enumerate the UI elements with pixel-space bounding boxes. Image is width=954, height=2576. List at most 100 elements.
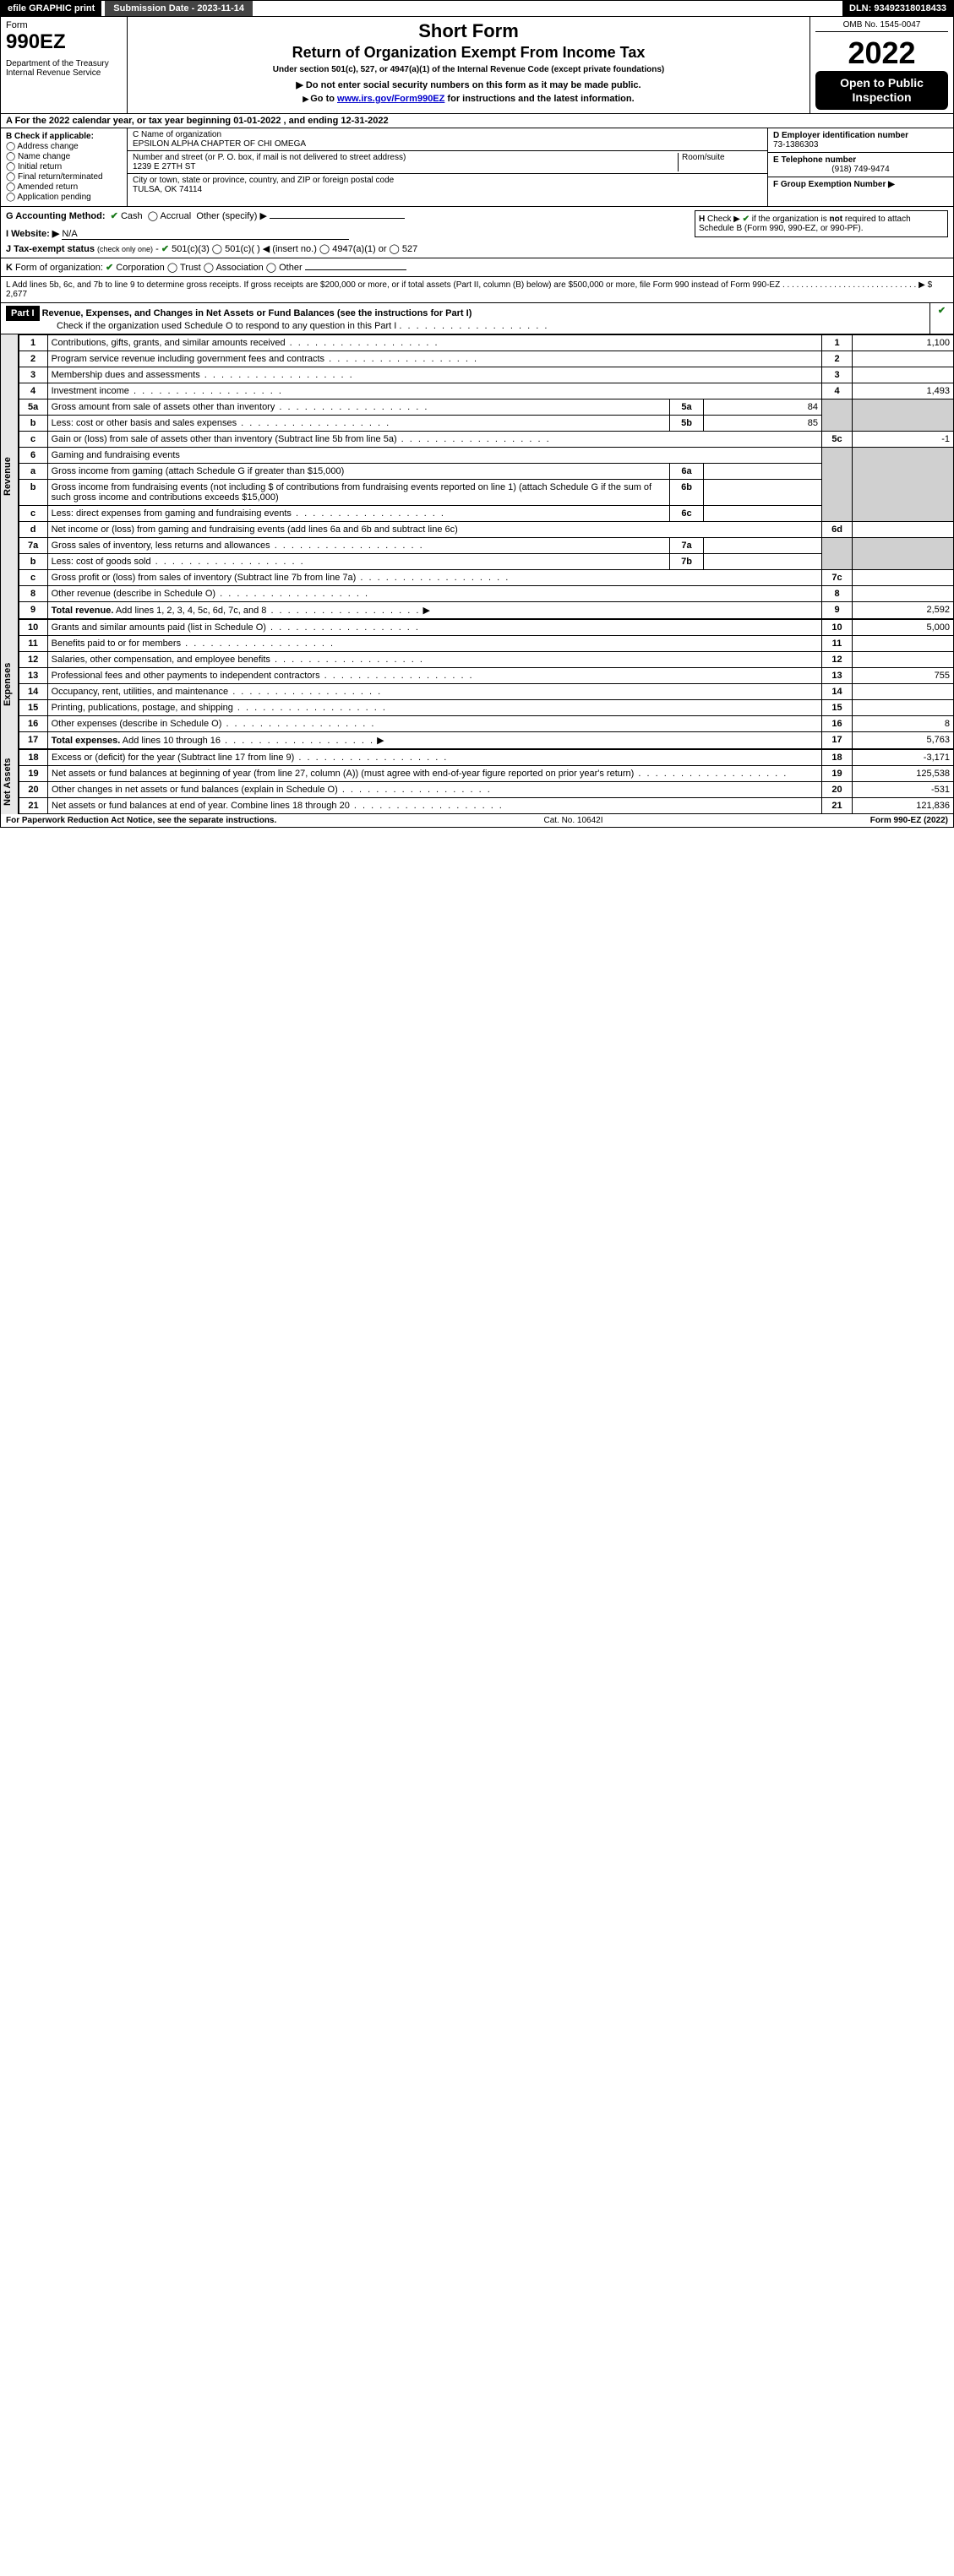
line-7c-amt <box>853 569 954 585</box>
line-5b-text: Less: cost or other basis and sales expe… <box>47 415 669 431</box>
line-12-text: Salaries, other compensation, and employ… <box>47 651 821 667</box>
form-word: Form <box>6 20 122 30</box>
submission-date: Submission Date - 2023-11-14 <box>105 1 253 16</box>
expenses-vlabel: Expenses <box>0 619 19 749</box>
ein-value: 73-1386303 <box>773 140 818 149</box>
i-label: I Website: ▶ <box>6 229 59 239</box>
line-6b-text: Gross income from fundraising events (no… <box>47 479 669 505</box>
revenue-block: Revenue 1Contributions, gifts, grants, a… <box>0 334 954 619</box>
footer-catno: Cat. No. 10642I <box>276 816 870 825</box>
h-checkbox[interactable] <box>743 215 750 224</box>
line-6d-text: Net income or (loss) from gaming and fun… <box>47 521 821 537</box>
form-number: 990EZ <box>6 30 122 54</box>
line-9-amt: 2,592 <box>853 601 954 618</box>
net-assets-block: Net Assets 18Excess or (deficit) for the… <box>0 749 954 814</box>
d-label: D Employer identification number <box>773 131 908 140</box>
line-3-amt <box>853 367 954 383</box>
chk-name-change[interactable]: ◯ Name change <box>6 152 122 161</box>
line-7b-boxval <box>704 553 822 569</box>
chk-address-change[interactable]: ◯ Address change <box>6 142 122 151</box>
section-j: J Tax-exempt status (check only one) - 5… <box>6 243 948 254</box>
section-k: K Form of organization: Corporation ◯ Tr… <box>0 258 954 277</box>
line-5c-amt: -1 <box>853 431 954 447</box>
section-b: B Check if applicable: ◯ Address change … <box>1 128 128 206</box>
line-21-amt: 121,836 <box>853 797 954 813</box>
f-label: F Group Exemption Number ▶ <box>773 180 895 189</box>
chk-application-pending[interactable]: ◯ Application pending <box>6 193 122 202</box>
line-19-amt: 125,538 <box>853 765 954 781</box>
line-14-text: Occupancy, rent, utilities, and maintena… <box>47 683 821 699</box>
line-7c-text: Gross profit or (loss) from sales of inv… <box>47 569 821 585</box>
efile-print-label[interactable]: efile GRAPHIC print <box>1 1 101 16</box>
c-name-label: C Name of organization <box>133 130 221 139</box>
footer-left: For Paperwork Reduction Act Notice, see … <box>6 816 276 825</box>
line-10-amt: 5,000 <box>853 619 954 635</box>
line-1-text: Contributions, gifts, grants, and simila… <box>47 334 821 351</box>
line-2-text: Program service revenue including govern… <box>47 351 821 367</box>
line-17-text: Total expenses. Add lines 10 through 16 … <box>47 731 821 748</box>
subtitle-ssn: ▶ Do not enter social security numbers o… <box>133 79 804 90</box>
line-5a-boxval: 84 <box>704 399 822 415</box>
line-13-text: Professional fees and other payments to … <box>47 667 821 683</box>
line-7a-boxval <box>704 537 822 553</box>
top-bar: efile GRAPHIC print Submission Date - 20… <box>0 0 954 17</box>
netassets-vlabel: Net Assets <box>0 749 19 814</box>
line-6c-boxval <box>704 505 822 521</box>
line-6b-boxval <box>704 479 822 505</box>
part1-label: Part I <box>6 306 40 321</box>
line-3-text: Membership dues and assessments <box>47 367 821 383</box>
line-18-amt: -3,171 <box>853 749 954 765</box>
line-1-amt: 1,100 <box>853 334 954 351</box>
line-7b-text: Less: cost of goods sold <box>47 553 669 569</box>
line-21-text: Net assets or fund balances at end of ye… <box>48 797 822 813</box>
phone-value: (918) 749-9474 <box>773 165 948 174</box>
section-ghij: H Check ▶ if the organization is not req… <box>0 207 954 258</box>
line-17-amt: 5,763 <box>853 731 954 748</box>
title-short-form: Short Form <box>133 20 804 42</box>
chk-amended-return[interactable]: ◯ Amended return <box>6 182 122 192</box>
dept-label: Department of the Treasury Internal Reve… <box>6 59 122 78</box>
chk-initial-return[interactable]: ◯ Initial return <box>6 162 122 171</box>
line-11-text: Benefits paid to or for members <box>47 635 821 651</box>
line-10-text: Grants and similar amounts paid (list in… <box>47 619 821 635</box>
room-suite-label: Room/suite <box>678 153 762 171</box>
line-5a-boxlbl: 5a <box>670 399 704 415</box>
chk-accrual[interactable]: Accrual <box>161 211 192 221</box>
line-12-amt <box>853 651 954 667</box>
chk-corporation[interactable] <box>106 263 113 273</box>
form-header: Form 990EZ Department of the Treasury In… <box>0 17 954 114</box>
line-5b-boxval: 85 <box>704 415 822 431</box>
part1-header: Part I Revenue, Expenses, and Changes in… <box>0 303 954 334</box>
chk-501c3[interactable] <box>161 244 169 254</box>
line-1-rn: 1 <box>822 334 853 351</box>
line-2-amt <box>853 351 954 367</box>
open-public-badge: Open to Public Inspection <box>815 71 948 110</box>
line-8-amt <box>853 585 954 601</box>
org-street: 1239 E 27TH ST <box>133 162 195 171</box>
line-16-text: Other expenses (describe in Schedule O) <box>47 715 821 731</box>
part1-schedule-o-check[interactable] <box>938 306 946 316</box>
line-8-text: Other revenue (describe in Schedule O) <box>47 585 821 601</box>
subtitle-goto: Go to www.irs.gov/Form990EZ for instruct… <box>133 94 804 104</box>
chk-cash[interactable] <box>111 211 118 221</box>
e-label: E Telephone number <box>773 155 856 165</box>
revenue-vlabel: Revenue <box>0 334 19 619</box>
line-4-text: Investment income <box>47 383 821 399</box>
page-footer: For Paperwork Reduction Act Notice, see … <box>0 814 954 828</box>
chk-final-return[interactable]: ◯ Final return/terminated <box>6 172 122 182</box>
org-city: TULSA, OK 74114 <box>133 185 202 194</box>
line-6-text: Gaming and fundraising events <box>47 447 821 463</box>
section-l: L Add lines 5b, 6c, and 7b to line 9 to … <box>0 277 954 303</box>
section-a: A For the 2022 calendar year, or tax yea… <box>0 114 954 128</box>
dln: DLN: 93492318018433 <box>842 1 953 16</box>
line-6a-text: Gross income from gaming (attach Schedul… <box>47 463 669 479</box>
c-street-label: Number and street (or P. O. box, if mail… <box>133 153 406 162</box>
c-city-label: City or town, state or province, country… <box>133 176 394 185</box>
website-value: N/A <box>62 229 77 239</box>
line-11-amt <box>853 635 954 651</box>
omb-number: OMB No. 1545-0047 <box>815 20 948 32</box>
irs-link[interactable]: www.irs.gov/Form990EZ <box>337 94 444 104</box>
line-15-amt <box>853 699 954 715</box>
line-20-amt: -531 <box>853 781 954 797</box>
section-bcdef: B Check if applicable: ◯ Address change … <box>0 128 954 207</box>
